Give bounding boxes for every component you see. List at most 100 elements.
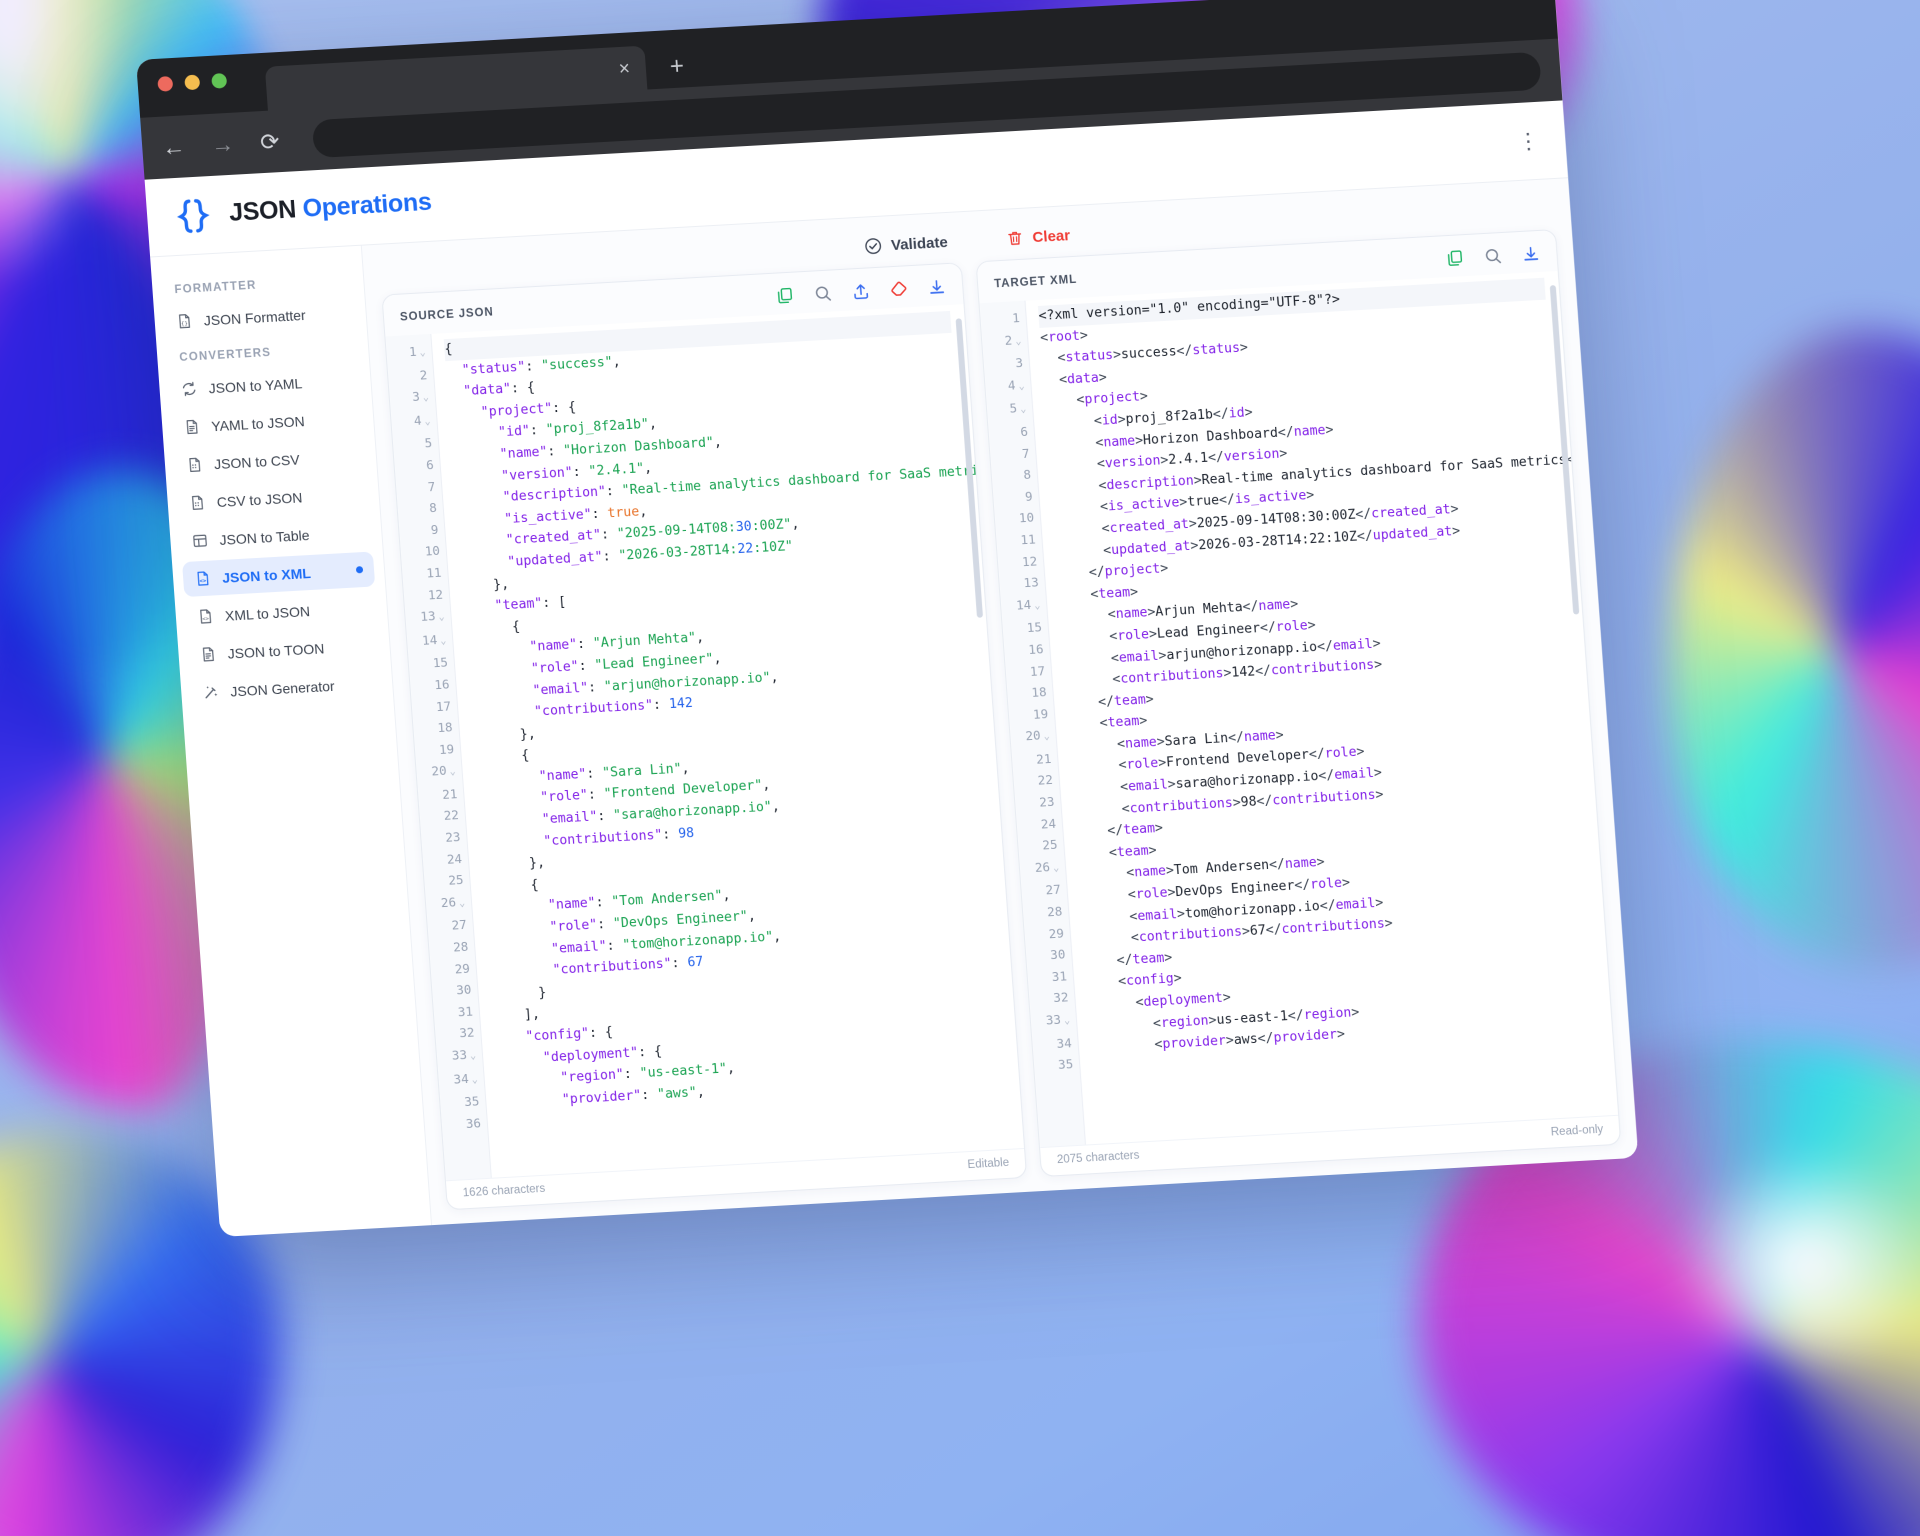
fold-chevron-icon[interactable]: ⌄ [1052,862,1060,874]
copy-icon[interactable] [1445,248,1465,268]
line-number: 35 [463,1093,480,1110]
line-number: 25 [1041,836,1058,853]
forward-icon[interactable]: → [210,130,236,158]
minimize-window-button[interactable] [184,74,201,91]
code-line: <config> [1117,971,1183,990]
line-number: 7 [1021,445,1030,461]
action-toolbar: Validate Clear [362,178,1572,295]
file-code-icon: <> [197,571,209,586]
code-line: { [464,619,521,638]
line-number: 7 [427,478,436,494]
fold-chevron-icon[interactable]: ⌄ [1063,1015,1071,1027]
fold-chevron-icon[interactable]: ⌄ [439,635,447,647]
sidebar-item-json-generator[interactable]: JSON Generator [190,665,383,711]
sidebar-item-label: JSON to YAML [208,374,303,396]
line-number: 16 [1027,641,1044,657]
line-number: 8 [1022,466,1032,483]
fold-chevron-icon[interactable]: ⌄ [471,1073,479,1086]
line-number: 6 [425,456,435,473]
fold-chevron-icon[interactable]: ⌄ [419,347,427,359]
line-number: 27 [451,917,468,934]
fold-chevron-icon[interactable]: ⌄ [458,897,466,910]
search-icon[interactable] [1483,246,1503,266]
target-pane-title: TARGET XML [993,273,1078,290]
line-number: 16 [433,676,450,693]
line-number: 4 ⌄ [1007,377,1025,393]
code-line: "project": { [480,399,577,421]
wand-icon [205,686,218,699]
fold-chevron-icon[interactable]: ⌄ [1033,600,1041,612]
code-line: ], [491,1007,541,1025]
fold-chevron-icon[interactable]: ⌄ [1043,731,1051,743]
table-icon [193,534,207,547]
upload-icon[interactable] [851,281,871,301]
line-number: 31 [457,1003,474,1020]
maximize-window-button[interactable] [211,72,228,89]
line-number: 10 [1018,509,1035,526]
target-pane-header: TARGET XML [976,230,1558,304]
sidebar-item-json-formatter[interactable]: {} JSON Formatter [164,294,357,340]
window-controls[interactable] [157,72,228,92]
sidebar-item-label: YAML to JSON [210,412,306,434]
source-editor[interactable]: 1 ⌄ 2 3 ⌄ 4 ⌄ 5 6 7 8 9 10 11 12 13 ⌄ 14 ⌄ 15 16 17 18 19 20 ⌄ 21 2… [385,304,1024,1181]
sidebar-item-json-to-xml[interactable]: <> JSON to XML [182,551,376,598]
fold-chevron-icon[interactable]: ⌄ [424,415,431,428]
braces-logo-icon [176,198,210,233]
line-number: 17 [1029,662,1046,679]
fold-chevron-icon[interactable]: ⌄ [1018,380,1025,392]
line-number: 19 [1032,705,1049,722]
sidebar-item-xml-to-json[interactable]: <> XML to JSON [185,589,378,635]
line-number: 30 [1049,946,1066,963]
sidebar-item-yaml-to-json[interactable]: YAML to JSON [171,400,364,446]
sidebar-item-json-to-csv[interactable]: JSON to CSV [174,438,367,484]
fold-chevron-icon[interactable]: ⌄ [438,611,446,624]
target-editor[interactable]: 1 2 ⌄ 3 4 ⌄ 5 ⌄ 6 7 8 9 10 11 12 13 14 ⌄ 15 16 17 18 19 20 ⌄ 21 22… [979,271,1618,1148]
eraser-icon[interactable] [889,279,909,299]
line-number: 14 ⌄ [421,631,447,648]
close-window-button[interactable] [157,75,174,92]
clear-button[interactable]: Clear [1005,226,1071,248]
sidebar-item-csv-to-json[interactable]: CSV to JSON [177,476,370,522]
code-line: <team> [1089,584,1139,603]
code-line: "is_active": true, [503,503,648,527]
line-number: 24 [446,850,463,867]
line-number: 15 [432,654,449,671]
fold-chevron-icon[interactable]: ⌄ [1019,404,1027,416]
line-number: 25 [447,872,464,888]
sidebar-item-json-to-yaml[interactable]: JSON to YAML [168,362,361,408]
fold-chevron-icon[interactable]: ⌄ [1014,335,1022,347]
svg-text:{}: {} [181,321,188,327]
fold-chevron-icon[interactable]: ⌄ [422,392,430,404]
new-tab-button[interactable]: + [668,52,685,81]
back-icon[interactable]: ← [161,132,187,161]
reload-icon[interactable]: ⟳ [259,127,281,155]
code-line: "contributions": 67 [552,954,704,979]
line-number: 20 ⌄ [430,762,457,779]
line-number: 29 [454,960,471,977]
validate-label: Validate [890,233,949,254]
code-line: { [473,748,530,767]
download-icon[interactable] [1521,244,1541,264]
fold-chevron-icon[interactable]: ⌄ [449,766,457,778]
sidebar-item-json-to-table[interactable]: JSON to Table [179,514,372,560]
search-icon[interactable] [813,283,833,303]
sidebar-item-label: JSON to TOON [227,639,325,662]
file-text-icon [202,647,214,662]
close-icon[interactable]: × [618,57,631,80]
more-options-icon[interactable]: ⋮ [1516,127,1541,154]
source-code-content[interactable]: { "status": "success", "data": { "projec… [431,304,1024,1178]
trash-icon [1007,231,1021,246]
source-pane-title: SOURCE JSON [399,305,494,324]
validate-button[interactable]: Validate [863,233,948,256]
line-number: 17 [435,697,452,714]
fold-chevron-icon[interactable]: ⌄ [469,1050,477,1062]
copy-icon[interactable] [775,286,795,306]
target-char-count: 2075 characters [1056,1149,1140,1167]
download-icon[interactable] [927,277,947,297]
code-line: }, [471,726,537,745]
sidebar-item-json-to-toon[interactable]: JSON to TOON [187,627,380,673]
file-grid-icon [189,457,201,473]
app-body: FORMATTER {} JSON Formatter CONVERTERS [150,178,1639,1237]
line-number: 31 [1051,968,1068,984]
